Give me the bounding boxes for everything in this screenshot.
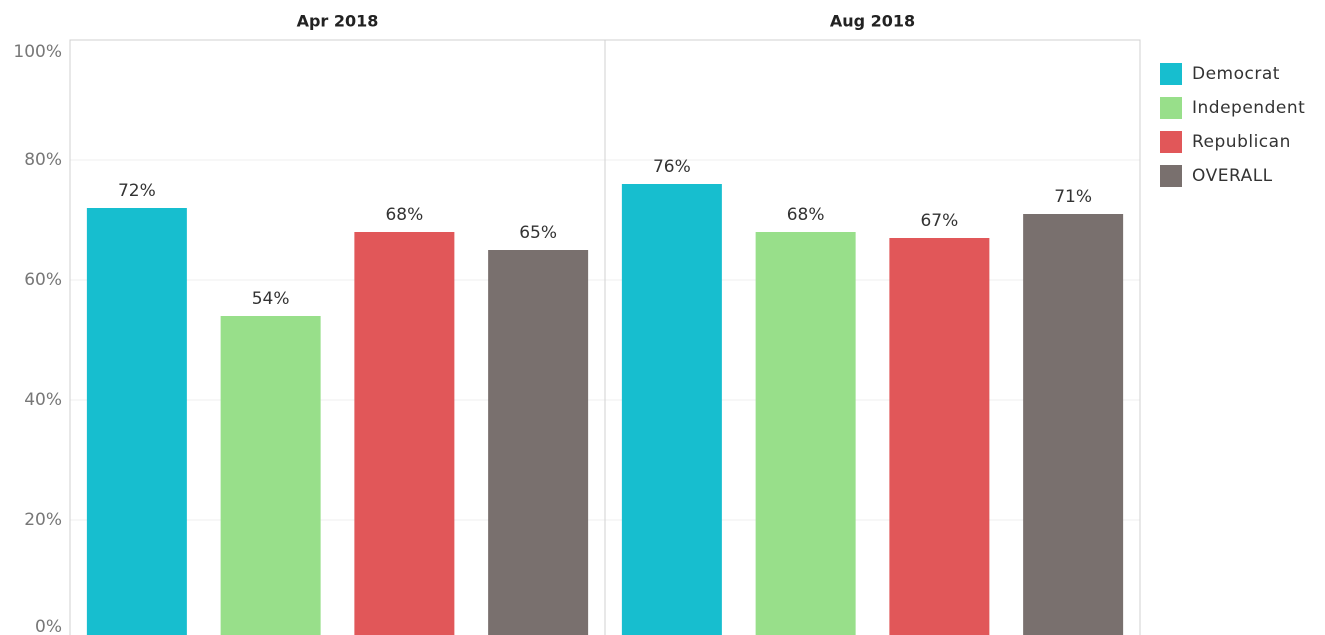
bar: [755, 232, 856, 635]
legend-label: OVERALL: [1192, 166, 1273, 186]
bar: [488, 250, 589, 635]
value-label: 54%: [252, 289, 290, 309]
value-label: 68%: [385, 205, 423, 225]
bar: [220, 316, 321, 635]
legend-label: Independent: [1192, 98, 1305, 118]
y-tick-label: 40%: [24, 390, 62, 410]
y-tick-label: 60%: [24, 270, 62, 290]
legend-label: Republican: [1192, 132, 1291, 152]
panel-header: Aug 2018: [830, 12, 915, 31]
y-tick-label: 100%: [13, 42, 62, 62]
y-tick-label: 80%: [24, 150, 62, 170]
bar: [889, 238, 990, 635]
value-label: 65%: [519, 223, 557, 243]
legend-swatch: [1160, 131, 1182, 153]
y-tick-label: 0%: [35, 617, 62, 635]
bar: [1023, 214, 1124, 635]
value-label: 72%: [118, 181, 156, 201]
legend-swatch: [1160, 165, 1182, 187]
legend-label: Democrat: [1192, 64, 1280, 84]
value-label: 76%: [653, 157, 691, 177]
legend-swatch: [1160, 63, 1182, 85]
value-label: 71%: [1054, 187, 1092, 207]
value-label: 68%: [787, 205, 825, 225]
y-tick-label: 20%: [24, 510, 62, 530]
legend-swatch: [1160, 97, 1182, 119]
bar: [621, 184, 722, 635]
bar: [86, 208, 187, 635]
bar: [354, 232, 455, 635]
value-label: 67%: [920, 211, 958, 231]
panel-header: Apr 2018: [297, 12, 379, 31]
